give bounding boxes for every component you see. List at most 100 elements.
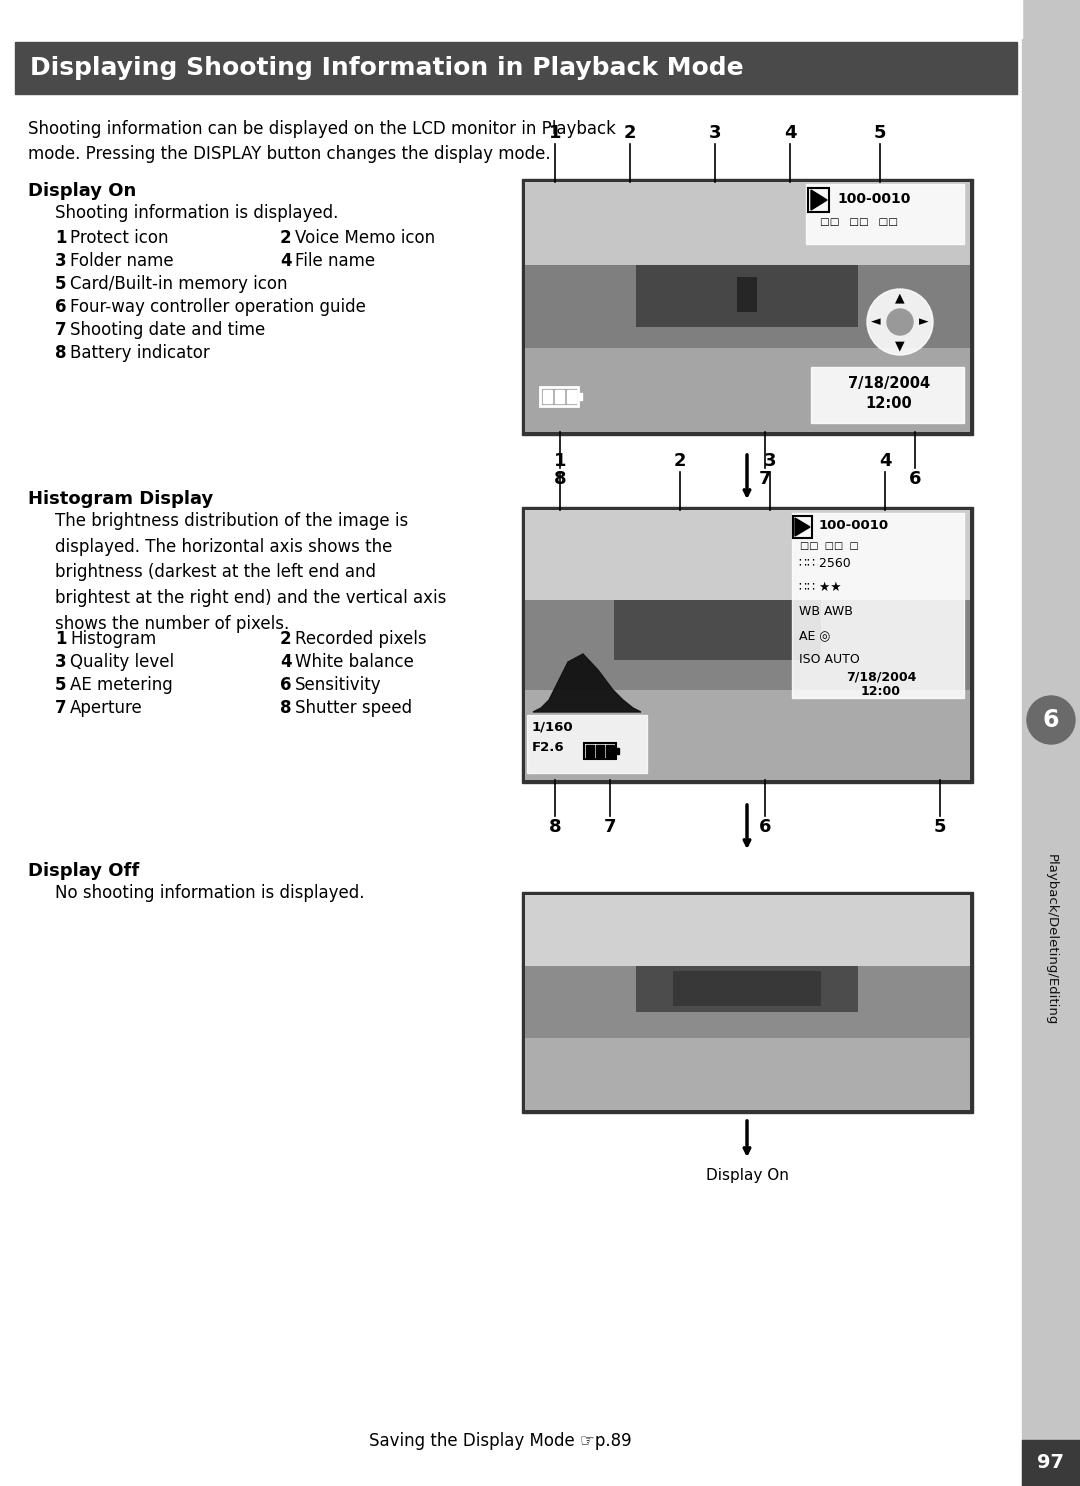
Text: Shooting information is displayed.: Shooting information is displayed. [55,204,338,221]
Text: 8: 8 [55,343,67,363]
Text: Sensitivity: Sensitivity [295,676,381,694]
Text: Display Off: Display Off [28,862,139,880]
Text: 2: 2 [674,452,686,470]
Text: 2: 2 [624,123,636,143]
Circle shape [867,288,933,355]
Bar [15,42,1017,94]
Bar [522,507,973,783]
Text: 5: 5 [55,275,67,293]
Bar [1022,0,1080,1486]
Bar [543,389,552,403]
Circle shape [1027,695,1075,744]
Text: 4: 4 [784,123,796,143]
Text: 4: 4 [280,652,292,672]
Text: 8: 8 [554,470,566,487]
Text: ▲: ▲ [895,291,905,305]
Text: 5: 5 [874,123,887,143]
Text: 1: 1 [55,229,67,247]
Text: White balance: White balance [295,652,414,672]
Text: Histogram: Histogram [70,630,157,648]
Text: 8: 8 [549,817,562,837]
Text: Voice Memo icon: Voice Memo icon [295,229,435,247]
Bar [540,386,578,406]
Bar [522,892,973,1113]
Text: 1: 1 [554,452,566,470]
Polygon shape [795,519,810,536]
Text: Folder name: Folder name [70,253,174,270]
Text: 7/18/2004: 7/18/2004 [848,376,930,391]
Bar [606,744,615,756]
Circle shape [887,309,913,334]
Polygon shape [811,190,827,210]
Text: 1/160: 1/160 [532,721,573,733]
Text: Playback/Deleting/Editing: Playback/Deleting/Editing [1044,854,1057,1025]
Text: Histogram Display: Histogram Display [28,490,213,508]
Text: Four-way controller operation guide: Four-way controller operation guide [70,299,366,317]
Text: Quality level: Quality level [70,652,174,672]
Text: Saving the Display Mode ☞p.89: Saving the Display Mode ☞p.89 [368,1433,632,1450]
Text: Shooting date and time: Shooting date and time [70,321,266,339]
Text: ►: ► [919,315,929,328]
Text: 5: 5 [934,817,946,837]
Text: 7: 7 [55,698,67,718]
Text: ▼: ▼ [895,339,905,352]
Text: 7/18/2004: 7/18/2004 [846,670,916,684]
Text: F2.6: F2.6 [532,742,565,753]
Text: 7: 7 [759,470,771,487]
Text: Card/Built-in memory icon: Card/Built-in memory icon [70,275,287,293]
Text: 8: 8 [280,698,292,718]
Text: AE metering: AE metering [70,676,173,694]
Text: 97: 97 [1038,1453,1065,1473]
Text: 6: 6 [908,470,921,487]
Bar [0,0,1022,39]
Bar [616,747,619,753]
Bar [522,178,973,435]
Text: AE ◎: AE ◎ [799,629,831,642]
Bar [527,715,647,773]
Text: File name: File name [295,253,375,270]
Bar [793,516,812,538]
Bar [792,513,964,698]
Text: ◄: ◄ [872,315,881,328]
Text: The brightness distribution of the image is
displayed. The horizontal axis shows: The brightness distribution of the image… [55,513,446,633]
Polygon shape [534,654,642,712]
Text: 4: 4 [879,452,891,470]
Text: 7: 7 [55,321,67,339]
Text: 1: 1 [55,630,67,648]
Text: Display On: Display On [28,181,136,201]
Text: ISO AUTO: ISO AUTO [799,652,860,666]
Text: 12:00: 12:00 [861,685,901,698]
Text: 2: 2 [280,229,292,247]
Bar [584,743,616,759]
Text: 100-0010: 100-0010 [837,192,910,207]
Text: 7: 7 [604,817,617,837]
Text: 1: 1 [549,123,562,143]
Bar [811,367,964,424]
Text: WB AWB: WB AWB [799,605,853,618]
Text: 12:00: 12:00 [866,395,913,412]
Text: 3: 3 [708,123,721,143]
Text: Recorded pixels: Recorded pixels [295,630,427,648]
Text: Display On: Display On [705,1168,788,1183]
Text: 4: 4 [280,253,292,270]
Text: Protect icon: Protect icon [70,229,168,247]
Text: ∷∷ 2560: ∷∷ 2560 [799,557,851,571]
Text: 6: 6 [280,676,292,694]
Text: Displaying Shooting Information in Playback Mode: Displaying Shooting Information in Playb… [30,56,744,80]
Text: Battery indicator: Battery indicator [70,343,210,363]
Text: 3: 3 [764,452,777,470]
Text: 100-0010: 100-0010 [819,519,889,532]
Bar [567,389,576,403]
Text: 2: 2 [280,630,292,648]
Bar [596,744,604,756]
Bar [1022,1440,1080,1486]
Bar [806,184,964,244]
Text: 3: 3 [55,253,67,270]
Text: 5: 5 [55,676,67,694]
Bar [808,189,829,212]
Text: □□   □□   □□: □□ □□ □□ [820,217,897,227]
Text: Shutter speed: Shutter speed [295,698,413,718]
Bar [586,744,594,756]
Text: ∷∷ ★★: ∷∷ ★★ [799,581,841,594]
Text: 6: 6 [759,817,771,837]
